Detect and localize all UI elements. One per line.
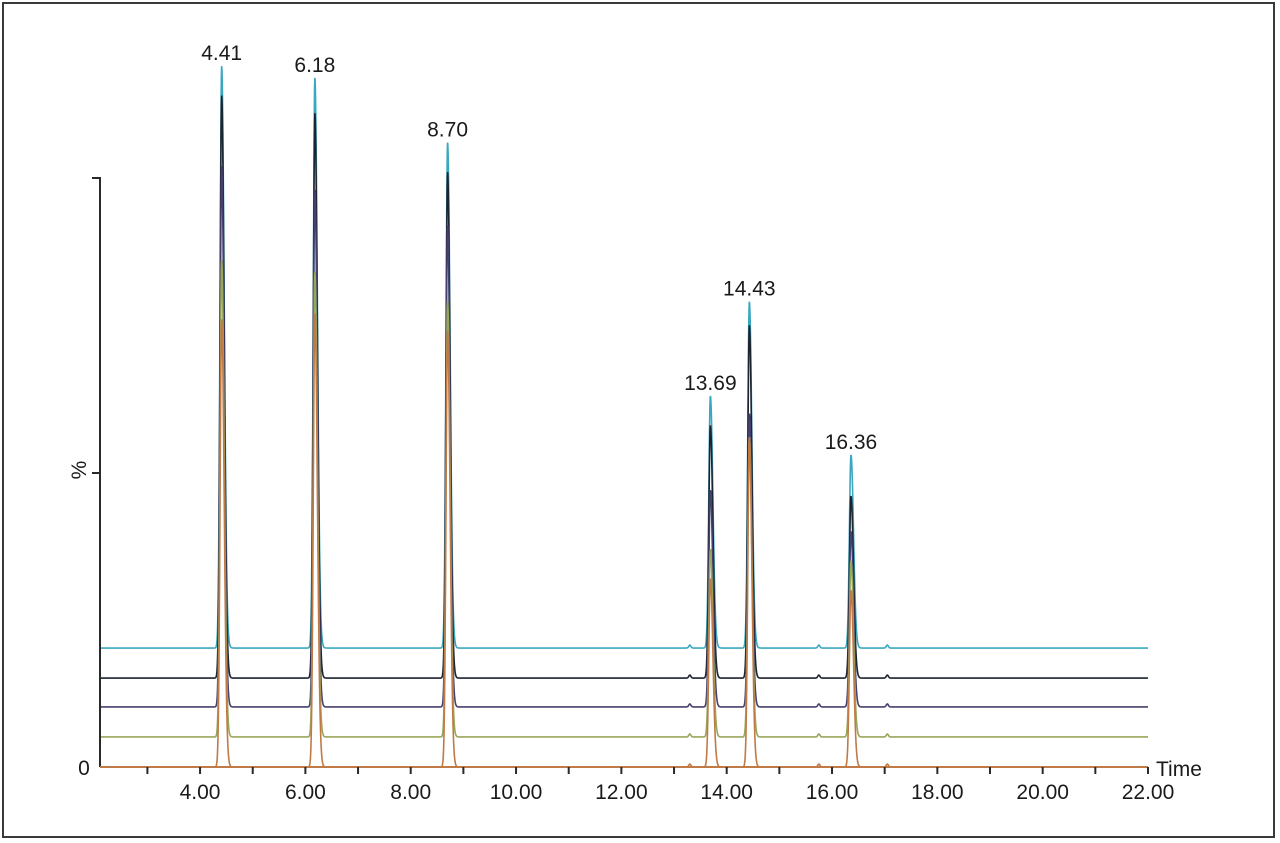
x-axis-ticks: 4.00 6.00 8.00 10.00 12.00 14.00 16.00 18.00 20.… xyxy=(146,767,1175,804)
x-tick-label: 12.00 xyxy=(595,781,648,804)
peak-label: 8.70 xyxy=(427,119,468,142)
peak-label: 4.41 xyxy=(201,42,242,65)
y-axis-line xyxy=(92,177,101,767)
peak-label: 13.69 xyxy=(684,372,737,395)
x-tick-label: 6.00 xyxy=(285,781,326,804)
x-tick-label: 8.00 xyxy=(390,781,431,804)
trace-trace-3 xyxy=(100,166,1148,708)
x-tick-label: 20.00 xyxy=(1016,781,1069,804)
x-tick-label: 4.00 xyxy=(180,781,221,804)
peak-labels: 4.41 6.18 8.70 13.69 14.43 16.36 xyxy=(201,42,877,454)
peak-label: 14.43 xyxy=(723,278,776,301)
x-tick-label: 18.00 xyxy=(911,781,964,804)
x-tick-label: 22.00 xyxy=(1122,781,1175,804)
trace-trace-1 xyxy=(100,66,1148,649)
trace-trace-2 xyxy=(100,95,1148,679)
chromatogram-traces xyxy=(100,66,1148,768)
x-tick-label: 16.00 xyxy=(806,781,859,804)
axes: 4.00 6.00 8.00 10.00 12.00 14.00 16.00 18.00 20.… xyxy=(68,177,1202,804)
trace-trace-5 xyxy=(100,313,1148,768)
x-tick-label: 14.00 xyxy=(700,781,753,804)
x-axis-label: Time xyxy=(1156,758,1202,781)
y-axis-label: % xyxy=(68,461,91,480)
peak-label: 16.36 xyxy=(825,431,878,454)
trace-trace-4 xyxy=(100,260,1148,738)
peak-label: 6.18 xyxy=(294,54,335,77)
y-axis-zero-label: 0 xyxy=(78,757,90,780)
x-tick-label: 10.00 xyxy=(490,781,543,804)
